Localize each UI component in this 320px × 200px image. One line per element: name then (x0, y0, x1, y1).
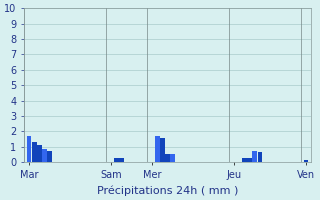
Bar (247, 158, 252, 162)
Bar (258, 152, 262, 162)
Bar (165, 154, 170, 162)
Bar (304, 160, 308, 162)
Bar (119, 158, 124, 162)
Bar (47, 151, 52, 162)
Bar (37, 145, 42, 162)
X-axis label: Précipitations 24h ( mm ): Précipitations 24h ( mm ) (97, 185, 238, 196)
Bar (42, 149, 47, 162)
Bar (160, 138, 165, 162)
Bar (242, 158, 247, 162)
Bar (114, 158, 119, 162)
Bar (27, 136, 31, 162)
Bar (171, 154, 175, 162)
Bar (32, 142, 36, 162)
Bar (252, 151, 257, 162)
Bar (155, 136, 160, 162)
